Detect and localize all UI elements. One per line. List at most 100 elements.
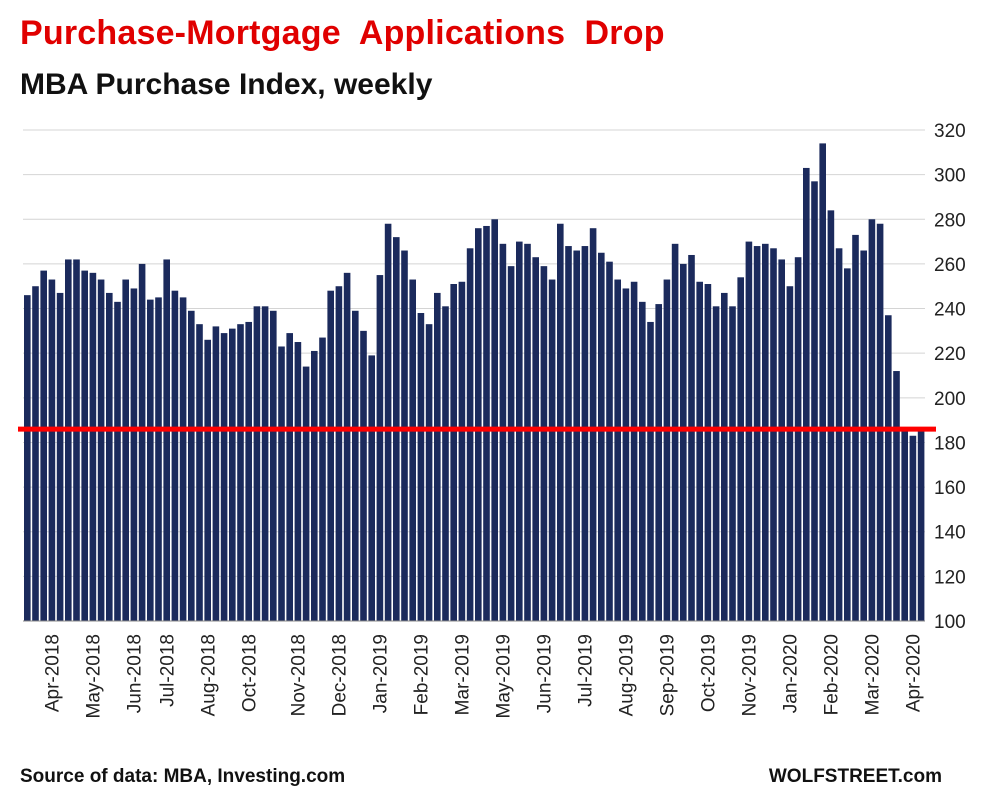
- y-tick-label: 100: [934, 612, 966, 633]
- x-tick-label: Aug-2018: [199, 634, 220, 716]
- bar: [753, 246, 761, 622]
- bar: [212, 326, 220, 621]
- bar: [573, 250, 580, 621]
- bar: [352, 310, 359, 621]
- x-tick-label: Apr-2020: [904, 634, 925, 712]
- bar: [360, 330, 367, 621]
- x-tick-label: Jan-2019: [371, 634, 392, 713]
- x-tick-label: Mar-2020: [863, 634, 884, 715]
- x-tick-label: Oct-2018: [240, 634, 261, 712]
- bar: [737, 277, 744, 621]
- bar: [598, 252, 605, 621]
- chart-title: Purchase-Mortgage Applications Drop: [20, 14, 665, 52]
- brand-label: WOLFSTREET.com: [768, 766, 942, 787]
- bar: [803, 167, 810, 621]
- bar: [81, 270, 88, 621]
- bar: [204, 339, 211, 621]
- bar: [384, 223, 392, 622]
- x-tick-label: Jul-2019: [576, 634, 597, 707]
- bar: [655, 304, 662, 621]
- y-tick-label: 140: [934, 523, 966, 544]
- x-tick-label: May-2018: [84, 634, 105, 719]
- bar: [179, 297, 187, 621]
- bar: [844, 268, 851, 621]
- x-tick-label: Apr-2018: [43, 634, 64, 712]
- bar: [458, 281, 466, 621]
- bar: [729, 306, 736, 621]
- bar: [639, 301, 646, 621]
- bar: [770, 248, 777, 622]
- y-tick-label: 180: [934, 433, 966, 454]
- bar: [114, 301, 121, 621]
- bar: [614, 279, 621, 621]
- bar: [220, 333, 228, 621]
- bar: [909, 435, 917, 621]
- bar: [237, 324, 244, 621]
- bar: [245, 321, 252, 621]
- bar: [762, 243, 769, 621]
- x-tick-label: Jan-2020: [781, 634, 802, 713]
- bar: [483, 225, 490, 621]
- y-tick-label: 200: [934, 389, 966, 410]
- x-tick-label: May-2019: [494, 634, 515, 719]
- bar: [589, 228, 597, 621]
- bar-series: [24, 143, 925, 622]
- bar: [73, 259, 80, 621]
- y-tick-label: 240: [934, 300, 966, 321]
- bar: [860, 250, 867, 621]
- x-tick-label: Feb-2019: [412, 634, 433, 715]
- bar: [548, 279, 556, 621]
- y-tick-label: 320: [934, 121, 966, 142]
- bar: [56, 292, 64, 621]
- bar: [409, 279, 416, 621]
- bar: [425, 324, 433, 621]
- bar: [270, 310, 277, 621]
- x-tick-label: Jun-2019: [535, 634, 556, 713]
- y-tick-label: 300: [934, 166, 966, 187]
- bar: [540, 266, 548, 621]
- bar: [475, 228, 482, 621]
- bar: [319, 337, 326, 621]
- bar: [778, 259, 785, 621]
- x-tick-label: Feb-2020: [822, 634, 843, 715]
- x-tick-label: Aug-2019: [617, 634, 638, 716]
- bar: [876, 223, 884, 622]
- bar: [302, 366, 310, 621]
- x-tick-label: Nov-2019: [740, 634, 761, 716]
- bar: [163, 259, 170, 621]
- bar: [40, 270, 47, 621]
- bar: [97, 279, 105, 621]
- bar: [491, 219, 498, 621]
- bar: [122, 279, 129, 621]
- bar: [311, 350, 318, 621]
- bar: [868, 219, 876, 621]
- bar: [253, 306, 261, 621]
- bar: [32, 286, 39, 621]
- bar: [65, 259, 72, 621]
- x-tick-label: Jul-2018: [158, 634, 179, 707]
- x-axis: Apr-2018 May-2018 Jun-2018 Jul-2018 Aug-2018…: [23, 620, 925, 719]
- bar: [819, 143, 826, 621]
- bar: [565, 246, 572, 622]
- bar: [696, 281, 703, 621]
- y-tick-label: 120: [934, 567, 966, 588]
- bar: [688, 254, 695, 622]
- bar: [630, 281, 638, 621]
- bar: [130, 288, 138, 621]
- bar: [343, 272, 351, 621]
- bar: [286, 333, 293, 621]
- bar: [106, 292, 113, 621]
- bar: [368, 355, 375, 621]
- bar: [442, 306, 449, 621]
- source-note: Source of data: MBA, Investing.com: [20, 766, 346, 787]
- bar: [811, 181, 818, 621]
- x-tick-label: Nov-2018: [289, 634, 310, 716]
- bar: [917, 431, 925, 621]
- bar: [524, 243, 531, 621]
- bar: [24, 295, 31, 621]
- x-tick-label: Oct-2019: [699, 634, 720, 712]
- y-tick-label: 260: [934, 255, 966, 276]
- bar: [196, 324, 203, 621]
- bar: [294, 342, 302, 621]
- bar: [835, 248, 843, 622]
